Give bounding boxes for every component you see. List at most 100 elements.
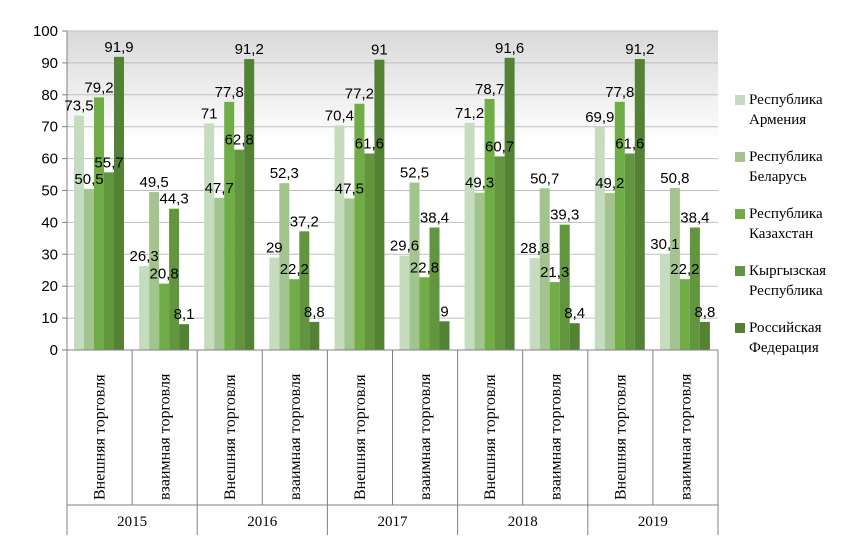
bar (159, 283, 170, 350)
data-label: 50,7 (530, 170, 559, 187)
bar (504, 57, 515, 351)
data-label: 52,3 (270, 165, 299, 182)
legend-label: Российская Федерация (749, 320, 822, 356)
y-tick-label: 10 (41, 310, 58, 327)
bar (464, 122, 475, 350)
bar (214, 197, 225, 350)
data-label: 91,6 (495, 40, 524, 57)
bar (669, 187, 680, 350)
bar (494, 156, 505, 350)
bar (474, 192, 485, 350)
bar (94, 97, 104, 351)
data-label: 22,2 (670, 261, 699, 278)
data-label: 50,8 (660, 170, 689, 187)
year-label: 2015 (117, 514, 147, 530)
bar (84, 188, 94, 350)
bar (689, 227, 700, 350)
x-category-label: взаимная торговля (417, 373, 434, 500)
bar (374, 59, 385, 351)
bar (549, 282, 560, 350)
bar (539, 188, 550, 350)
bar (169, 208, 180, 350)
bar (204, 123, 215, 350)
bar (104, 172, 114, 350)
data-label: 39,3 (550, 207, 579, 224)
bar (614, 101, 625, 351)
data-label: 49,5 (139, 174, 168, 191)
data-label: 78,7 (475, 81, 504, 98)
bar (429, 227, 440, 350)
data-label: 71,2 (455, 105, 484, 122)
data-label: 71 (201, 106, 218, 123)
data-label: 20,8 (149, 266, 178, 283)
year-label: 2019 (638, 514, 668, 530)
bar (624, 153, 635, 350)
y-tick-label: 50 (41, 183, 58, 200)
x-category-label: Внешняя торговля (92, 374, 109, 500)
data-label: 8,8 (304, 304, 325, 321)
bar (334, 125, 345, 350)
data-label: 26,3 (129, 248, 158, 265)
data-label: 91,2 (625, 41, 654, 58)
data-label: 69,9 (585, 109, 614, 126)
data-label: 38,4 (420, 210, 449, 227)
bar (269, 257, 280, 350)
legend-label: Республика Армения (749, 92, 823, 128)
data-label: 29 (266, 239, 283, 256)
data-label: 8,4 (564, 305, 585, 322)
legend-label: Республика Беларусь (749, 149, 823, 185)
data-label: 62,8 (225, 132, 254, 149)
legend-swatch (735, 323, 745, 333)
data-label: 73,5 (64, 98, 93, 115)
y-tick-label: 40 (41, 214, 58, 231)
y-tick-label: 20 (41, 278, 58, 295)
x-category-label: взаимная торговля (157, 373, 174, 500)
bar (224, 101, 235, 351)
bar (439, 321, 450, 350)
bar (179, 324, 190, 350)
bar (74, 115, 84, 350)
bar (149, 192, 160, 350)
x-category-label: взаимная торговля (287, 373, 304, 500)
year-label: 2017 (378, 514, 409, 530)
bar (659, 253, 670, 350)
y-tick-label: 100 (33, 23, 58, 40)
year-label: 2016 (247, 514, 278, 530)
bar (634, 59, 645, 351)
legend-swatch (735, 266, 745, 276)
bar (484, 98, 495, 351)
bar (559, 224, 570, 350)
data-label: 37,2 (290, 213, 319, 230)
bar (594, 127, 605, 350)
data-label: 61,6 (615, 135, 644, 152)
data-label: 21,3 (540, 264, 569, 281)
bar (344, 198, 355, 350)
bar (364, 153, 375, 350)
data-label: 49,3 (465, 175, 494, 192)
data-label: 91,9 (104, 39, 133, 56)
bar (289, 279, 300, 350)
bar (529, 258, 540, 350)
x-category-label: Внешняя торговля (482, 374, 499, 500)
year-label: 2018 (508, 514, 538, 530)
data-label: 61,6 (355, 135, 384, 152)
legend-item: Республика Беларусь (735, 147, 859, 187)
data-label: 91 (371, 42, 388, 59)
data-label: 47,5 (335, 180, 364, 197)
legend-item: Кыргызская Республика (735, 261, 859, 301)
bar (569, 323, 580, 350)
bar (309, 321, 320, 350)
y-tick-label: 0 (50, 342, 58, 359)
legend-label: Республика Казахстан (749, 206, 823, 242)
data-label: 77,8 (215, 84, 244, 101)
data-label: 52,5 (400, 165, 429, 182)
bar (679, 279, 690, 350)
x-category-label: Внешняя торговля (612, 374, 629, 500)
bar (419, 277, 430, 350)
data-label: 47,7 (205, 180, 234, 197)
legend-item: Республика Армения (735, 90, 859, 130)
bar (399, 255, 410, 350)
bar (139, 266, 150, 350)
bar (409, 182, 420, 350)
